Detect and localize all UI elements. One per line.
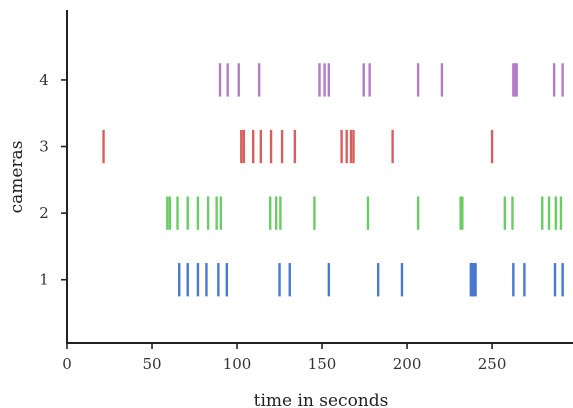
event-series-camera-3 [102, 129, 494, 164]
y-tick-label: 3 [39, 138, 49, 156]
x-tick-label: 100 [223, 355, 252, 373]
event-series-camera-1 [178, 263, 564, 297]
x-tick-label: 0 [62, 355, 72, 373]
event-lines-layer [102, 63, 564, 297]
y-tick-label: 4 [39, 71, 49, 89]
y-axis-label: cameras [7, 141, 27, 214]
x-axis-ticks: 0 50 100 150 200 250 [62, 343, 506, 373]
y-tick-label: 2 [39, 204, 49, 222]
x-tick-label: 250 [478, 355, 507, 373]
y-tick-label: 1 [39, 271, 49, 289]
y-axis-ticks: 1 2 3 4 [39, 71, 67, 289]
event-series-camera-4 [218, 63, 564, 97]
x-axis-label: time in seconds [254, 391, 389, 408]
event-series-camera-2 [166, 196, 563, 230]
x-tick-label: 150 [308, 355, 337, 373]
x-tick-label: 50 [142, 355, 161, 373]
x-tick-label: 200 [393, 355, 422, 373]
